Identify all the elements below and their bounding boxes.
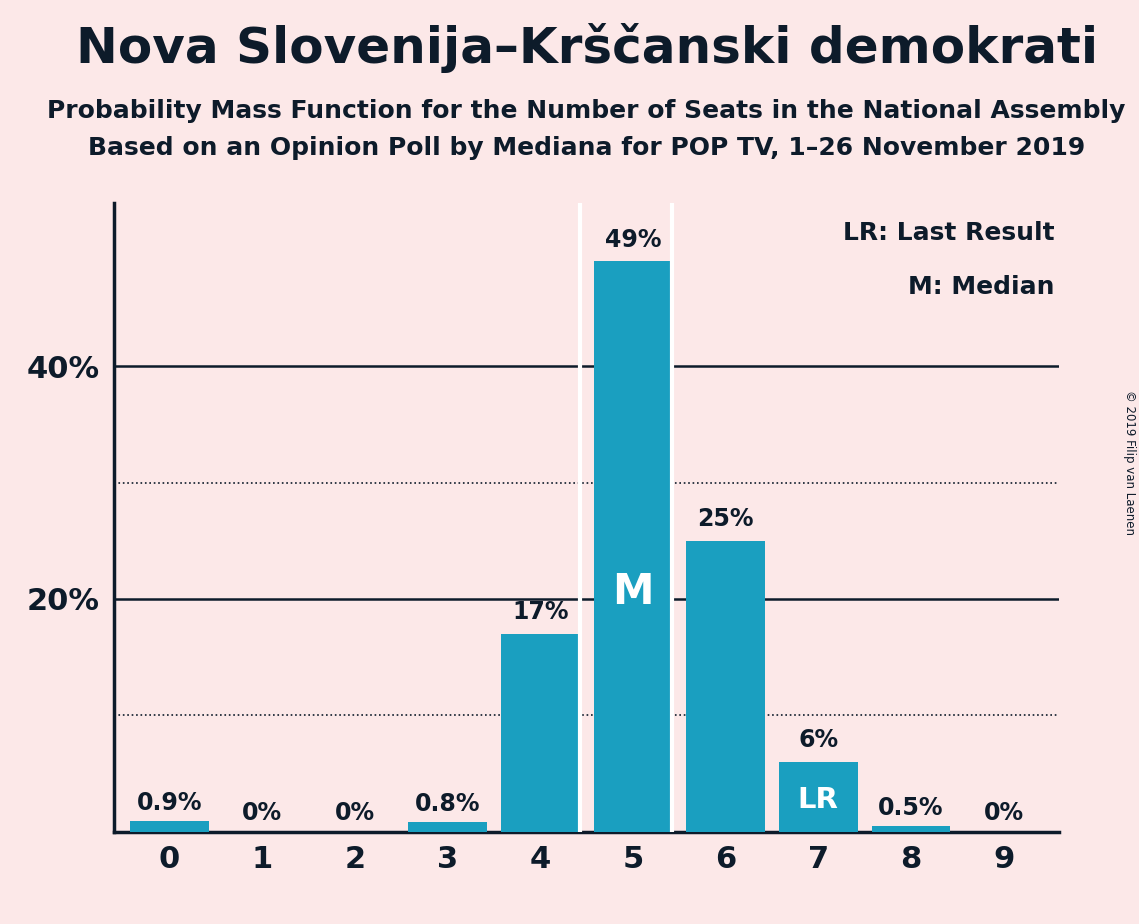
Text: 0.8%: 0.8%: [415, 793, 481, 817]
Text: Based on an Opinion Poll by Mediana for POP TV, 1–26 November 2019: Based on an Opinion Poll by Mediana for …: [88, 136, 1085, 160]
Bar: [501, 634, 580, 832]
Text: M: Median: M: Median: [908, 275, 1055, 299]
Text: M: M: [612, 571, 654, 614]
Bar: [130, 821, 208, 832]
Text: 0%: 0%: [335, 800, 375, 824]
Text: © 2019 Filip van Laenen: © 2019 Filip van Laenen: [1123, 390, 1137, 534]
Bar: [408, 822, 487, 832]
Bar: [871, 826, 950, 832]
Text: LR: Last Result: LR: Last Result: [843, 221, 1055, 245]
Text: 6%: 6%: [798, 728, 838, 752]
Bar: [686, 541, 765, 832]
Text: 17%: 17%: [513, 601, 568, 625]
Text: Nova Slovenija–Krščanski demokrati: Nova Slovenija–Krščanski demokrati: [75, 23, 1098, 73]
Text: 25%: 25%: [697, 507, 754, 531]
Text: 0%: 0%: [243, 800, 282, 824]
Text: Probability Mass Function for the Number of Seats in the National Assembly: Probability Mass Function for the Number…: [48, 99, 1125, 123]
Bar: [779, 761, 858, 832]
Text: 0.9%: 0.9%: [137, 791, 203, 815]
Text: 0%: 0%: [984, 800, 1024, 824]
Text: LR: LR: [797, 786, 838, 814]
Text: 0.5%: 0.5%: [878, 796, 944, 820]
Text: 49%: 49%: [605, 228, 661, 252]
Bar: [593, 261, 672, 832]
